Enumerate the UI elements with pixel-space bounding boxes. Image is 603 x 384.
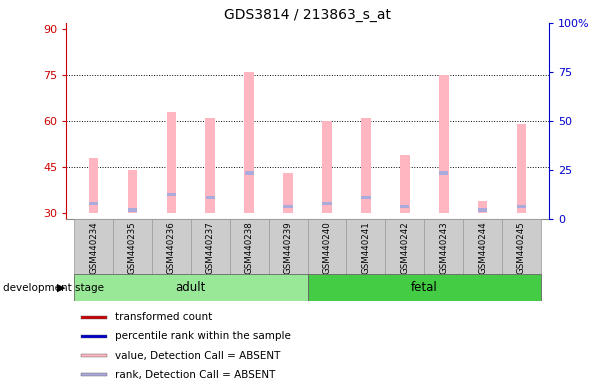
Text: GSM440243: GSM440243 — [439, 222, 448, 275]
Bar — [517, 205, 526, 209]
Text: GSM440240: GSM440240 — [323, 222, 332, 275]
Bar — [89, 202, 98, 205]
Text: value, Detection Call = ABSENT: value, Detection Call = ABSENT — [115, 351, 280, 361]
Bar — [439, 171, 448, 175]
Bar — [81, 316, 107, 319]
Text: GSM440245: GSM440245 — [517, 222, 526, 275]
Bar — [361, 118, 371, 213]
Text: GSM440242: GSM440242 — [400, 222, 409, 275]
Text: GSM440239: GSM440239 — [283, 222, 292, 274]
Bar — [283, 173, 293, 213]
Bar — [81, 373, 107, 376]
Bar — [322, 121, 332, 213]
Text: adult: adult — [175, 281, 206, 294]
Text: GSM440241: GSM440241 — [361, 222, 370, 275]
Bar — [206, 118, 215, 213]
Bar — [245, 171, 254, 175]
Bar — [152, 219, 191, 275]
Text: percentile rank within the sample: percentile rank within the sample — [115, 331, 291, 341]
Bar — [502, 219, 541, 275]
Text: fetal: fetal — [411, 281, 438, 294]
Bar — [308, 219, 347, 275]
Bar — [400, 205, 409, 209]
Bar — [81, 335, 107, 338]
Bar — [478, 200, 487, 213]
Bar — [400, 155, 409, 213]
Bar — [308, 274, 541, 301]
Text: GSM440238: GSM440238 — [245, 222, 254, 275]
Bar — [128, 170, 137, 213]
Bar — [74, 274, 308, 301]
Bar — [361, 195, 370, 199]
Text: GSM440244: GSM440244 — [478, 222, 487, 275]
Bar — [347, 219, 385, 275]
Bar — [128, 208, 137, 212]
Bar — [268, 219, 308, 275]
Bar — [439, 75, 449, 213]
Title: GDS3814 / 213863_s_at: GDS3814 / 213863_s_at — [224, 8, 391, 22]
Bar — [463, 219, 502, 275]
Text: GSM440236: GSM440236 — [167, 222, 176, 275]
Bar — [517, 124, 526, 213]
Text: rank, Detection Call = ABSENT: rank, Detection Call = ABSENT — [115, 370, 275, 380]
Text: GSM440234: GSM440234 — [89, 222, 98, 275]
Bar — [323, 202, 332, 205]
Text: GSM440235: GSM440235 — [128, 222, 137, 275]
Text: development stage: development stage — [3, 283, 104, 293]
Bar — [478, 208, 487, 212]
Bar — [81, 354, 107, 357]
Bar — [167, 192, 176, 196]
Bar — [74, 219, 113, 275]
Bar — [244, 72, 254, 213]
Bar — [230, 219, 268, 275]
Text: ▶: ▶ — [57, 283, 65, 293]
Bar — [283, 205, 292, 209]
Bar — [166, 112, 176, 213]
Bar — [113, 219, 152, 275]
Text: GSM440237: GSM440237 — [206, 222, 215, 275]
Bar — [89, 158, 98, 213]
Bar — [425, 219, 463, 275]
Text: transformed count: transformed count — [115, 312, 212, 322]
Bar — [385, 219, 425, 275]
Bar — [206, 195, 215, 199]
Bar — [191, 219, 230, 275]
